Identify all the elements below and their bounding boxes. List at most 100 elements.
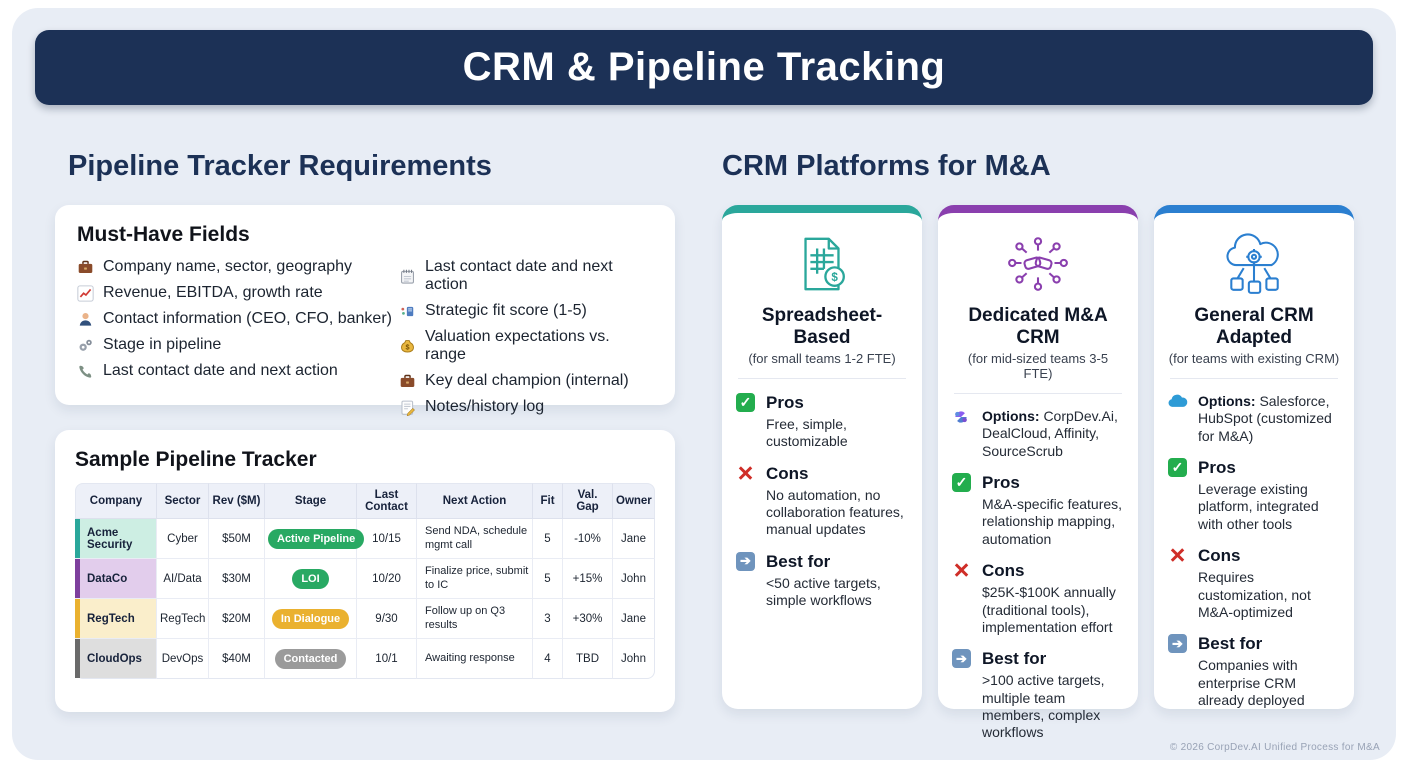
notepad-icon — [401, 269, 414, 284]
revenue-cell: $30M — [209, 559, 265, 599]
last-contact-cell: 10/20 — [357, 559, 417, 599]
platform-icon-wrap: $ — [736, 229, 908, 299]
column-header: Rev ($M) — [209, 483, 265, 519]
owner-cell: Jane — [613, 599, 655, 639]
best-for-label: Best for — [766, 551, 831, 571]
column-header: Val. Gap — [563, 483, 613, 519]
options-label: Options: — [982, 408, 1040, 424]
pros-section: ✓ Pros Leverage existing platform, integ… — [1168, 458, 1340, 533]
fields-right-column: Last contact date and next action Strate… — [399, 258, 653, 416]
divider — [954, 393, 1122, 394]
phone-icon — [79, 365, 92, 378]
table-row: RegTech RegTech $20M In Dialogue 9/30 Fo… — [75, 599, 655, 639]
stage-cell: Active Pipeline — [265, 519, 365, 559]
options-text: Options: CorpDev.Ai, DealCloud, Affinity… — [982, 408, 1118, 459]
owner-cell: Jane — [613, 519, 655, 559]
check-icon: ✓ — [736, 393, 755, 412]
column-header: Stage — [265, 483, 357, 519]
field-label: Key deal champion (internal) — [425, 372, 629, 389]
pros-section: ✓ Pros M&A-specific features, relationsh… — [952, 473, 1124, 548]
best-for-text: Companies with enterprise CRM already de… — [1198, 657, 1305, 708]
column-header: Last Contact — [357, 483, 417, 519]
revenue-cell: $20M — [209, 599, 265, 639]
best-for-section: ➔ Best for >100 active targets, multiple… — [952, 649, 1124, 741]
cons-text: No automation, no collaboration features… — [766, 486, 904, 538]
owner-cell: John — [613, 559, 655, 599]
table-row: DataCo AI/Data $30M LOI 10/20 Finalize p… — [75, 559, 655, 599]
revenue-cell: $40M — [209, 639, 265, 679]
pipeline-table: Company Sector Rev ($M) Stage Last Conta… — [75, 483, 655, 679]
pipeline-tracker-card: Sample Pipeline Tracker Company Sector R… — [55, 430, 675, 712]
fit-cell: 4 — [533, 639, 563, 679]
cloud-integrations-icon — [1226, 233, 1279, 294]
platform-icon-wrap — [1168, 229, 1340, 299]
company-name: Acme Security — [75, 519, 156, 558]
pros-text: Free, simple, customizable — [766, 416, 848, 450]
column-header: Owner — [613, 483, 655, 519]
fit-cell: 5 — [533, 519, 563, 559]
platform-icon-wrap — [952, 229, 1124, 299]
field-item: Last contact date and next action — [77, 362, 399, 380]
next-action-cell: Finalize price, submit to IC — [417, 559, 533, 599]
stage-badge: Contacted — [274, 648, 347, 669]
column-header: Next Action — [417, 483, 533, 519]
field-label: Last contact date and next action — [103, 362, 338, 379]
platform-subtitle: (for teams with existing CRM) — [1168, 351, 1340, 366]
field-label: Revenue, EBITDA, growth rate — [103, 284, 323, 301]
field-item: Last contact date and next action — [399, 258, 653, 294]
memo-pencil-icon — [401, 400, 415, 416]
platform-card-spreadsheet: $ Spreadsheet-Based (for small teams 1-2… — [722, 205, 922, 709]
sector-cell: RegTech — [157, 599, 209, 639]
field-label: Strategic fit score (1-5) — [425, 302, 587, 319]
field-item: $ Valuation expectations vs. range — [399, 328, 653, 364]
field-label: Stage in pipeline — [103, 336, 222, 353]
options-section: Options: CorpDev.Ai, DealCloud, Affinity… — [952, 408, 1124, 460]
field-item: Key deal champion (internal) — [399, 372, 653, 390]
platform-subtitle: (for small teams 1-2 FTE) — [748, 351, 896, 366]
divider — [738, 378, 906, 379]
next-action-cell: Send NDA, schedule mgmt call — [417, 519, 533, 559]
cons-label: Cons — [1198, 546, 1241, 566]
right-section-heading: CRM Platforms for M&A — [722, 150, 1051, 182]
val-gap-cell: -10% — [563, 519, 613, 559]
sector-cell: DevOps — [157, 639, 209, 679]
last-contact-cell: 10/1 — [357, 639, 417, 679]
gears-icon — [79, 339, 92, 351]
company-cell: DataCo — [75, 559, 157, 599]
platform-title: Spreadsheet-Based — [761, 305, 883, 348]
company-name: CloudOps — [75, 639, 156, 678]
pros-text: M&A-specific features, relationship mapp… — [982, 496, 1123, 547]
company-cell: RegTech — [75, 599, 157, 639]
platform-card-dedicated-crm: Dedicated M&A CRM (for mid-sized teams 3… — [938, 205, 1138, 740]
briefcase-icon — [78, 260, 93, 273]
cons-label: Cons — [982, 561, 1025, 581]
best-for-section: ➔ Best for <50 active targets, simple wo… — [736, 551, 908, 610]
company-cell: Acme Security — [75, 519, 157, 559]
cons-section: × Cons Requires customization, not M&A-o… — [1168, 542, 1340, 621]
must-have-title: Must-Have Fields — [77, 223, 250, 246]
fit-score-icon — [401, 306, 414, 316]
best-for-text: <50 active targets, simple workflows — [766, 574, 881, 609]
cons-text: $25K-$100K annually (traditional tools),… — [982, 584, 1116, 635]
cloud-logo-icon — [1168, 393, 1188, 413]
must-have-fields-card: Must-Have Fields Company name, sector, g… — [55, 205, 675, 416]
best-for-label: Best for — [982, 649, 1047, 669]
field-item: Company name, sector, geography — [77, 258, 399, 276]
header-bar: CRM & Pipeline Tracking — [35, 30, 1373, 105]
options-text: Options: Salesforce, HubSpot (customized… — [1198, 393, 1332, 444]
last-contact-cell: 9/30 — [357, 599, 417, 639]
slide-background: CRM & Pipeline Tracking Pipeline Tracker… — [12, 8, 1396, 760]
stage-badge: LOI — [292, 568, 329, 589]
copyright-footer: © 2026 CorpDev.AI Unified Process for M&… — [1169, 742, 1380, 753]
svg-text:$: $ — [405, 342, 409, 351]
platform-title: General CRM Adapted — [1194, 305, 1314, 348]
handshake-network-icon — [1008, 237, 1068, 291]
field-item: Stage in pipeline — [77, 336, 399, 354]
val-gap-cell: TBD — [563, 639, 613, 679]
pros-section: ✓ Pros Free, simple, customizable — [736, 393, 908, 451]
pros-label: Pros — [982, 473, 1020, 493]
cons-section: × Cons $25K-$100K annually (traditional … — [952, 557, 1124, 636]
pros-label: Pros — [1198, 458, 1236, 478]
table-row: Acme Security Cyber $50M Active Pipeline… — [75, 519, 655, 559]
check-icon: ✓ — [1168, 458, 1187, 478]
